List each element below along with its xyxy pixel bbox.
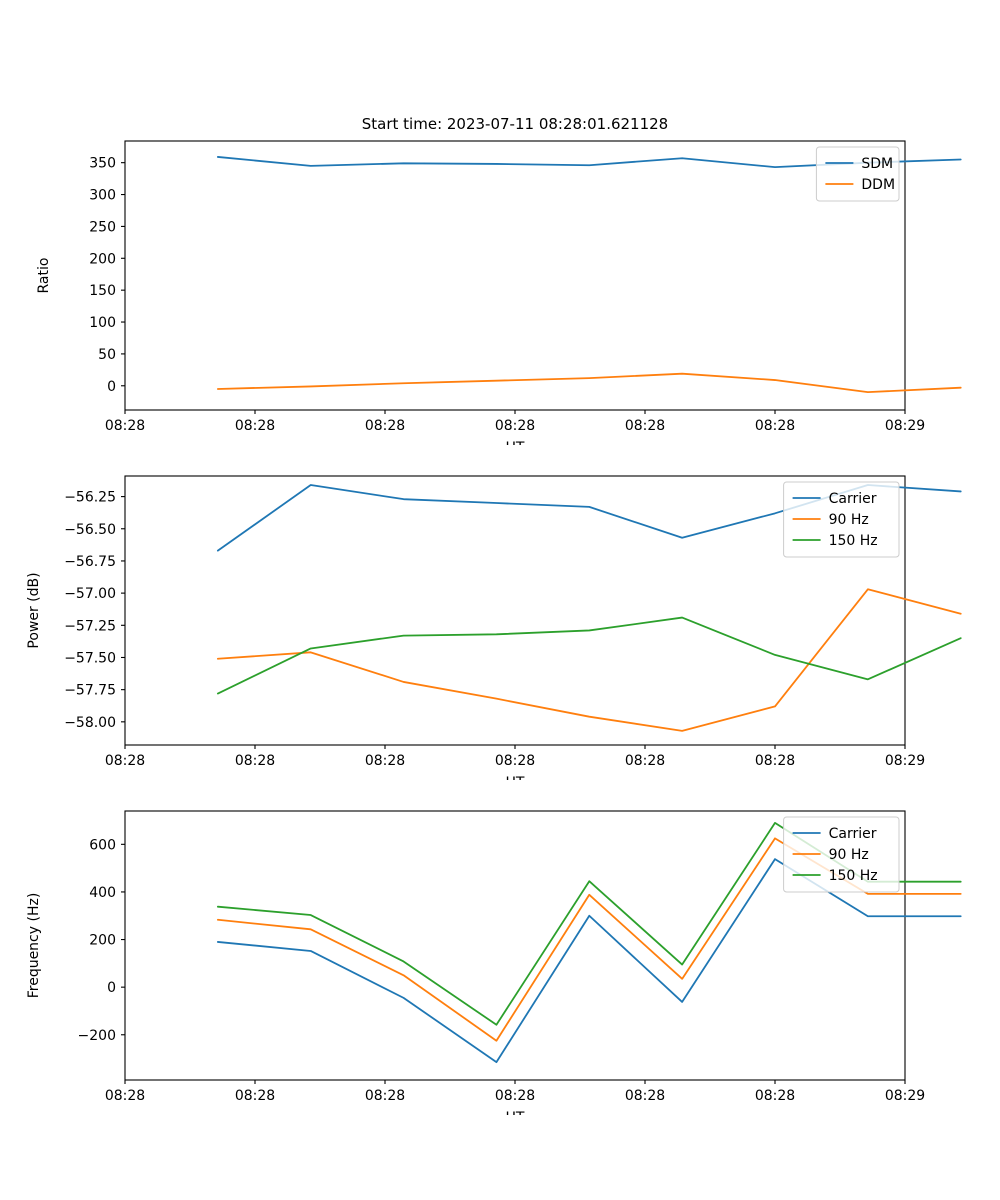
x-tick-label: 08:29	[885, 1088, 925, 1104]
legend-box	[815, 146, 900, 202]
x-tick-label: 08:28	[365, 418, 405, 434]
panel-frequency: 08:28 08:28 08:28 08:28 08:28 08:28 08:29 −200 0…	[0, 780, 1000, 1115]
chart-svg-0: Start time: 2023-07-11 08:28:01.621128 08…	[36, 115, 962, 445]
y-tick-label: −57.75	[64, 683, 116, 699]
y-tick-label: 100	[89, 315, 116, 331]
x-tick-label: 08:28	[755, 1088, 795, 1104]
legend-box	[783, 816, 900, 893]
x-tick-label: 08:28	[495, 1088, 535, 1104]
y-axis-label: Frequency (Hz)	[26, 893, 42, 999]
y-tick-label: −56.25	[64, 490, 116, 506]
x-tick-label: 08:29	[885, 418, 925, 434]
y-tick-label: 250	[89, 219, 116, 235]
series-line-150-hz	[216, 616, 962, 695]
chart-svg-2: 08:28 08:28 08:28 08:28 08:28 08:28 08:29 −200 0…	[26, 810, 962, 1115]
x-tick-label: 08:29	[885, 753, 925, 769]
x-tick-label: 08:28	[105, 1088, 145, 1104]
y-tick-label: 200	[89, 933, 116, 949]
x-tick-label: 08:28	[235, 753, 275, 769]
y-tick-label: 200	[89, 251, 116, 267]
y-tick-label: −56.75	[64, 554, 116, 570]
chart-title: Start time: 2023-07-11 08:28:01.621128	[362, 115, 668, 133]
legend-label-carrier: Carrier	[829, 826, 877, 842]
y-tick-label: 600	[89, 837, 116, 853]
legend-label-carrier: Carrier	[829, 491, 877, 507]
y-tick-label: −200	[78, 1028, 116, 1044]
x-tick-label: 08:28	[235, 418, 275, 434]
panel-ratio: Start time: 2023-07-11 08:28:01.621128 08…	[0, 110, 1000, 445]
x-tick-label: 08:28	[495, 418, 535, 434]
y-tick-label: 350	[89, 156, 116, 172]
y-tick-label: 0	[107, 980, 116, 996]
x-tick-label: 08:28	[755, 418, 795, 434]
y-tick-label: −58.00	[64, 715, 116, 731]
series-line-90-hz	[216, 588, 962, 732]
panel-power: 08:28 08:28 08:28 08:28 08:28 08:28 08:29 −56.2…	[0, 445, 1000, 780]
legend-box	[783, 481, 900, 558]
x-tick-label: 08:28	[625, 418, 665, 434]
x-axis-label: UT	[506, 440, 525, 445]
y-tick-label: 150	[89, 283, 116, 299]
chart-svg-1: 08:28 08:28 08:28 08:28 08:28 08:28 08:29 −56.2…	[26, 475, 962, 780]
x-tick-label: 08:28	[755, 753, 795, 769]
y-tick-label: 300	[89, 188, 116, 204]
x-tick-label: 08:28	[365, 753, 405, 769]
series-line-ddm	[216, 372, 962, 394]
legend-label-ddm: DDM	[861, 177, 895, 193]
x-tick-label: 08:28	[625, 1088, 665, 1104]
legend-label-150-hz: 150 Hz	[829, 533, 878, 549]
y-tick-label: −56.50	[64, 522, 116, 538]
x-axis-label: UT	[506, 775, 525, 780]
y-tick-label: 0	[107, 379, 116, 395]
legend-label-90-hz: 90 Hz	[829, 512, 869, 528]
x-tick-label: 08:28	[495, 753, 535, 769]
legend-label-90-hz: 90 Hz	[829, 847, 869, 863]
x-tick-label: 08:28	[105, 418, 145, 434]
legend-label-150-hz: 150 Hz	[829, 868, 878, 884]
x-tick-label: 08:28	[625, 753, 665, 769]
x-axis-label: UT	[506, 1110, 525, 1115]
y-axis-label: Ratio	[36, 258, 52, 294]
legend-label-sdm: SDM	[861, 156, 893, 172]
axes-frame	[124, 140, 906, 411]
x-tick-label: 08:28	[105, 753, 145, 769]
y-tick-label: 400	[89, 885, 116, 901]
y-axis-label: Power (dB)	[26, 572, 42, 648]
y-tick-label: −57.25	[64, 618, 116, 634]
x-tick-label: 08:28	[365, 1088, 405, 1104]
y-tick-label: 50	[98, 347, 116, 363]
x-tick-label: 08:28	[235, 1088, 275, 1104]
y-tick-label: −57.00	[64, 586, 116, 602]
series-line-carrier	[216, 858, 962, 1064]
y-tick-label: −57.50	[64, 650, 116, 666]
